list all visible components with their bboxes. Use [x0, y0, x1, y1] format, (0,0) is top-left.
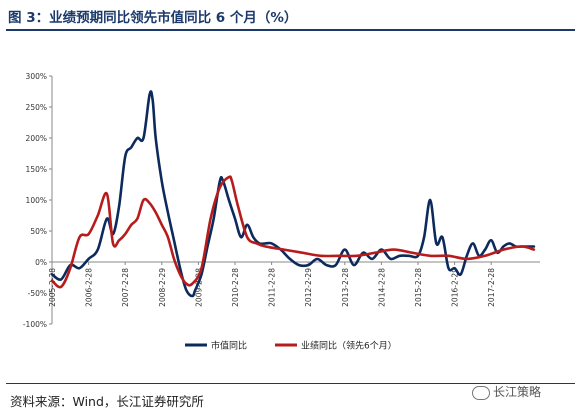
x-tick-label: 2015-2-28 — [414, 268, 423, 307]
x-tick-label: 2009-2-28 — [194, 268, 203, 307]
x-tick-label: 2011-2-28 — [268, 268, 277, 307]
y-tick-label: 100% — [26, 196, 47, 205]
source-note: 资料来源：Wind，长江证券研究所 — [10, 394, 204, 409]
x-tick-label: 2006-2-28 — [85, 268, 94, 307]
y-tick-label: 50% — [30, 227, 47, 236]
y-tick-label: 200% — [26, 134, 47, 143]
chart-axes: 300% 250% 200% 150% 100% 50% 0% -50% -100% 2005-2… — [23, 72, 540, 329]
y-tick-label: 300% — [26, 72, 47, 81]
x-tick-label: 2016-2-29 — [451, 268, 460, 307]
chart-series — [50, 90, 536, 298]
x-tick-label: 2012-2-29 — [304, 268, 313, 307]
x-tick-label: 2005-2-28 — [48, 268, 57, 307]
y-tick-label: -100% — [23, 320, 47, 329]
y-tick-label: 250% — [26, 103, 47, 112]
x-tick-label: 2013-2-28 — [341, 268, 350, 307]
series-line-2 — [50, 175, 536, 289]
legend-label-2: 业绩同比（领先6个月） — [301, 340, 397, 352]
legend-label-1: 市值同比 — [211, 340, 247, 352]
wechat-icon — [472, 385, 490, 400]
x-tick-label: 2017-2-28 — [487, 268, 496, 307]
watermark: 长江策略 — [472, 383, 576, 405]
y-tick-label: 150% — [26, 165, 47, 174]
chart-legend: 市值同比 业绩同比（领先6个月） — [185, 340, 397, 352]
watermark-text: 长江策略 — [493, 385, 542, 399]
x-tick-label: 2010-2-28 — [231, 268, 240, 307]
series-line-1 — [50, 90, 536, 298]
figure-title: 图 3：业绩预期同比领先市值同比 6 个月（%） — [8, 10, 298, 26]
y-tick-label: -50% — [28, 289, 47, 298]
y-tick-label: 0% — [35, 258, 47, 267]
source-divider — [6, 383, 575, 384]
x-tick-label: 2014-2-28 — [377, 268, 386, 307]
x-tick-label: 2008-2-29 — [158, 268, 167, 307]
title-divider — [6, 29, 575, 31]
x-tick-label: 2007-2-28 — [121, 268, 130, 307]
